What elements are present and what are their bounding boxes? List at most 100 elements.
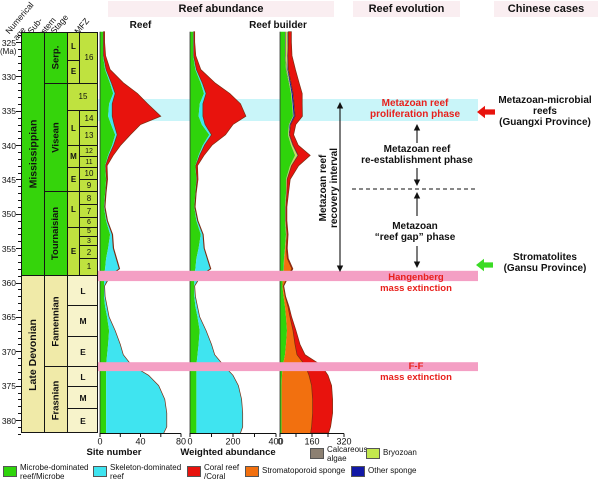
- x-axis-tick-label: 0: [97, 437, 102, 447]
- mfz-substage-cell: M: [67, 145, 79, 168]
- mfz-substage-cell-label: E: [70, 246, 77, 256]
- age-tick-label: 325: [1, 37, 16, 48]
- subsystem-cell-label: Mississippian: [27, 119, 40, 189]
- ma-unit-label: (Ma): [0, 47, 17, 56]
- mfz-substage-cell: L: [67, 31, 79, 60]
- mfz-zone-cell-label: 9: [86, 180, 92, 190]
- mfz-substage-cell: L: [67, 191, 79, 227]
- x-axis-tick-label: 0: [277, 437, 282, 447]
- age-tick: [18, 392, 21, 394]
- chart-layer-reef_weighted: [190, 31, 210, 433]
- age-tick: [18, 399, 21, 401]
- age-tick: [18, 138, 21, 140]
- legend-label-microbe: Microbe-dominated reef/Microbe: [20, 463, 89, 481]
- panel-header-reef-abundance: Reef abundance: [108, 1, 334, 17]
- chart-layer-reef_builder: [280, 31, 295, 433]
- age-tick: [18, 310, 21, 311]
- age-tick: [16, 420, 21, 421]
- axis-caption-weighted-abundance: Weighted abundance: [180, 447, 276, 458]
- age-tick: [18, 378, 21, 380]
- age-tick: [18, 152, 21, 153]
- age-tick: [18, 371, 21, 373]
- stage-cell: Frasnian: [44, 366, 67, 434]
- chart-layer-reef_weighted: [193, 31, 247, 434]
- annotation-guangxi: Metazoan-microbial reefs (Guangxi Provin…: [498, 95, 592, 129]
- mfz-substage-cell: E: [67, 167, 79, 192]
- age-tick: [18, 172, 21, 174]
- axis-caption-site-number: Site number: [86, 447, 142, 458]
- subsystem-cell: Late Devonian: [21, 275, 44, 434]
- age-tick: [18, 365, 21, 366]
- age-tick: [18, 193, 21, 195]
- age-tick: [18, 55, 21, 57]
- age-tick: [18, 268, 21, 270]
- mfz-substage-cell-label: E: [80, 416, 86, 427]
- x-axis-tick-label: 0: [187, 437, 192, 447]
- mfz-zone-cell: 7: [79, 204, 98, 218]
- age-tick-label: 345: [1, 174, 16, 185]
- mfz-zone-cell-label: 14: [84, 113, 94, 123]
- legend-label-stromatoporoid: Stromatoporoid sponge: [262, 466, 346, 475]
- age-tick: [18, 186, 21, 188]
- age-tick: [18, 103, 21, 105]
- age-tick: [18, 200, 21, 202]
- mfz-substage-cell: L: [67, 275, 98, 306]
- mfz-substage-cell: L: [67, 366, 98, 387]
- chart-layer-reef_site: [103, 31, 168, 434]
- annotation-hangenberg: Hangenberg mass extinction: [380, 272, 452, 294]
- age-tick: [18, 131, 21, 133]
- mfz-zone-cell: 8: [79, 191, 98, 205]
- age-tick-label: 335: [1, 106, 16, 117]
- legend-swatch-skeleton: [93, 466, 107, 477]
- arrow-head-up: [413, 192, 421, 199]
- age-tick: [18, 289, 21, 291]
- arrow-head-up: [336, 102, 344, 109]
- annotation-reef-gap: Metazoan “reef gap” phase: [374, 221, 456, 244]
- age-tick-label: 340: [1, 140, 16, 151]
- x-axis-tick-label: 400: [268, 437, 283, 447]
- legend-label-skeleton: Skeleton-dominated reef: [110, 463, 182, 481]
- age-tick: [16, 76, 21, 78]
- mfz-zone-cell-label: 7: [86, 206, 92, 216]
- arrow-head-down: [336, 265, 344, 272]
- age-tick: [18, 323, 21, 325]
- legend-label-calcareous: Calcareous algae: [327, 445, 368, 463]
- age-tick: [18, 117, 21, 119]
- annotation-ff-extinction: F-F mass extinction: [380, 361, 452, 383]
- mfz-zone-cell: 10: [79, 167, 98, 179]
- age-tick: [18, 296, 21, 298]
- age-tick: [18, 62, 21, 64]
- chart-title-reef-builder: Reef builder: [249, 20, 307, 31]
- legend-swatch-stromatoporoid: [245, 466, 259, 477]
- mfz-zone-cell: 2: [79, 245, 98, 258]
- arrow-head-down: [413, 261, 421, 268]
- mfz-substage-cell: E: [67, 226, 79, 275]
- stage-cell-label: Frasnian: [50, 380, 62, 421]
- age-tick: [18, 344, 21, 346]
- mfz-zone-cell: 11: [79, 156, 98, 168]
- age-tick: [16, 110, 21, 112]
- subsystem-cell-label: Late Devonian: [27, 318, 39, 391]
- red-left-arrow: [477, 105, 495, 119]
- mfz-substage-cell-label: L: [71, 41, 76, 51]
- age-tick-label: 330: [1, 71, 16, 82]
- mfz-zone-cell: 14: [79, 110, 98, 126]
- age-tick: [16, 179, 21, 181]
- age-tick: [18, 413, 21, 415]
- legend-label-coral: Coral reef /Coral: [204, 463, 240, 481]
- age-tick: [16, 42, 21, 43]
- mfz-substage-cell-label: L: [71, 123, 76, 133]
- mfz-zone-cell-label: 1: [86, 262, 92, 272]
- age-tick: [18, 227, 21, 229]
- stage-cell-label: Serp.: [50, 45, 62, 70]
- mfz-zone-cell: 16: [79, 31, 98, 83]
- age-tick: [16, 385, 21, 387]
- mfz-zone-cell-label: 13: [84, 131, 94, 141]
- age-tick: [16, 282, 21, 284]
- mfz-substage-cell-label: M: [70, 152, 77, 162]
- mfz-zone-cell: 6: [79, 217, 98, 227]
- chart-layer-reef_site: [100, 31, 116, 433]
- legend-swatch-calcareous: [310, 448, 324, 459]
